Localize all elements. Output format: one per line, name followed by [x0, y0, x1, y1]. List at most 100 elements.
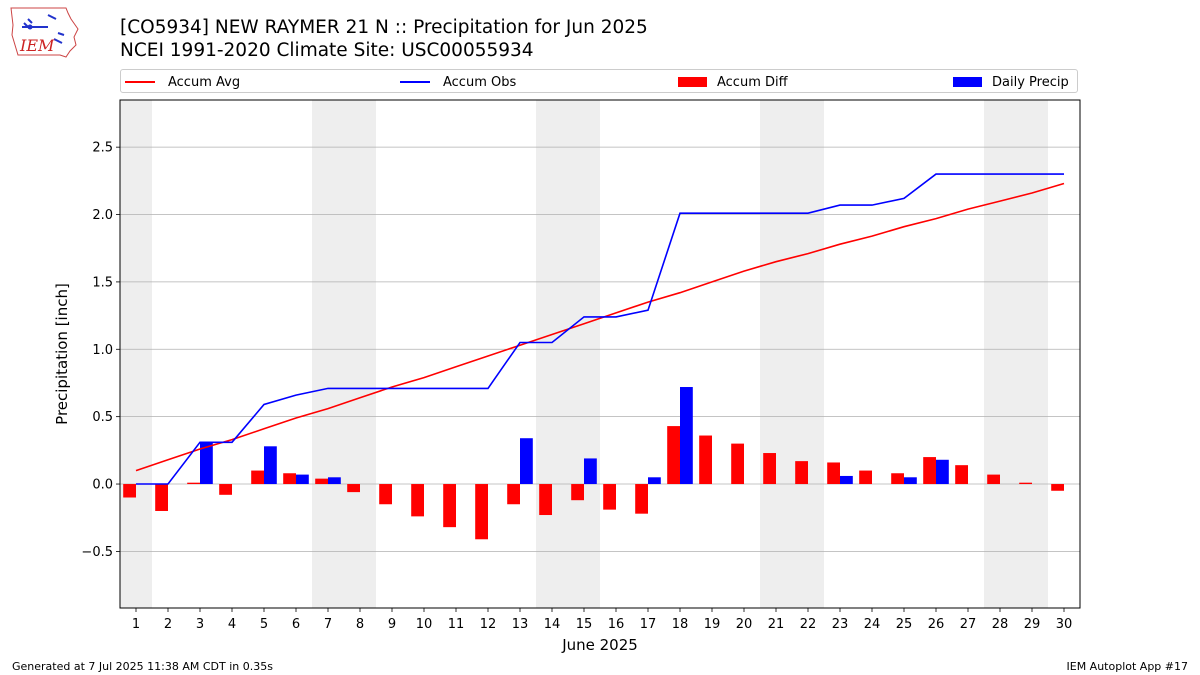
plot-frame	[119, 99, 1081, 609]
accum-diff-bar-day-7	[315, 478, 328, 485]
accum-diff-bar-day-27	[955, 465, 968, 485]
x-tick-label-day-6: 6	[292, 617, 300, 632]
y-tick-label: 2.0	[92, 208, 113, 223]
daily-precip-bar-day-23	[840, 475, 853, 485]
x-tick-label-day-12: 12	[480, 617, 497, 632]
x-tick-label-day-29: 29	[1024, 617, 1041, 632]
daily-precip-bar-day-15	[584, 458, 597, 485]
x-tick-label-day-15: 15	[576, 617, 593, 632]
weekend-shade-4	[984, 100, 1048, 608]
x-tick-label-day-4: 4	[228, 617, 236, 632]
x-tick-label-day-17: 17	[640, 617, 657, 632]
x-tick-label-day-14: 14	[544, 617, 561, 632]
accum-avg-line	[135, 182, 1065, 472]
accum-diff-bar-day-11	[443, 484, 456, 528]
x-tick-label-day-18: 18	[672, 617, 689, 632]
x-tick-label-day-22: 22	[800, 617, 817, 632]
x-tick-label-day-23: 23	[832, 617, 849, 632]
legend-swatch-accum-avg	[125, 81, 155, 83]
x-tick-label-day-25: 25	[896, 617, 913, 632]
daily-precip-bar-day-26	[936, 459, 949, 485]
accum-diff-bar-day-28	[987, 474, 1000, 485]
x-tick-label-day-1: 1	[132, 617, 140, 632]
app-credit: IEM Autoplot App #17	[1066, 660, 1189, 673]
weekend-shade-1	[312, 100, 376, 608]
accum-diff-bar-day-21	[763, 453, 776, 485]
logo-text: IEM	[19, 36, 55, 55]
accum-diff-bar-day-6	[283, 473, 296, 485]
legend-label-accum-obs: Accum Obs	[443, 74, 517, 90]
accum-diff-bar-day-30	[1051, 484, 1064, 491]
daily-precip-bar-day-13	[520, 438, 533, 485]
wind-vane-icon	[22, 14, 65, 44]
chart-title: [CO5934] NEW RAYMER 21 N :: Precipitatio…	[120, 17, 648, 38]
daily-precip-bar-day-6	[296, 474, 309, 485]
iowa-outline-shape	[10, 7, 79, 58]
accum-diff-bar-day-20	[731, 443, 744, 485]
x-tick-label-day-7: 7	[324, 617, 332, 632]
legend-label-accum-diff: Accum Diff	[717, 74, 788, 90]
accum-diff-bar-day-26	[923, 457, 936, 485]
daily-precip-bar-day-17	[648, 477, 661, 485]
daily-precip-bar-day-3	[200, 442, 213, 485]
chart-legend: Accum Avg Accum Obs Accum Diff Daily Pre…	[120, 69, 1078, 93]
bar-series	[123, 387, 1064, 540]
accum-diff-bar-day-9	[379, 484, 392, 505]
legend-swatch-daily-precip	[953, 77, 982, 87]
y-gridlines	[120, 146, 1080, 552]
y-tick-label: 0.0	[92, 478, 113, 493]
accum-diff-bar-day-2	[155, 484, 168, 511]
accum-obs-line	[136, 173, 1064, 485]
accum-diff-bar-day-15	[571, 484, 584, 501]
x-tick-label-day-21: 21	[768, 617, 785, 632]
accum-diff-bar-day-4	[219, 484, 232, 495]
accum-diff-bar-day-14	[539, 484, 552, 516]
y-tick-label: −0.5	[81, 545, 113, 560]
legend-item-accum-diff: Accum Diff	[678, 73, 788, 91]
accum-diff-bar-day-19	[699, 435, 712, 485]
x-tick-label-day-24: 24	[864, 617, 881, 632]
x-tick-label-day-13: 13	[512, 617, 529, 632]
vane-center-icon	[27, 24, 33, 30]
y-axis-label: Precipitation [inch]	[53, 283, 71, 425]
legend-item-accum-avg: Accum Avg	[125, 73, 240, 91]
legend-label-accum-avg: Accum Avg	[168, 74, 241, 90]
accum-diff-bar-day-16	[603, 484, 616, 510]
generated-timestamp: Generated at 7 Jul 2025 11:38 AM CDT in …	[12, 660, 273, 673]
chart-subtitle: NCEI 1991-2020 Climate Site: USC00055934	[120, 40, 534, 61]
accum-diff-bar-day-12	[475, 484, 488, 540]
x-tick-label-day-28: 28	[992, 617, 1009, 632]
accum-diff-bar-day-29	[1019, 482, 1032, 485]
accum-diff-bar-day-1	[123, 484, 136, 498]
accum-diff-bar-day-25	[891, 473, 904, 485]
weekend-shade-3	[760, 100, 824, 608]
daily-precip-bar-day-7	[328, 477, 341, 485]
accum-diff-bar-day-24	[859, 470, 872, 485]
x-tick-label-day-27: 27	[960, 617, 977, 632]
weekend-shade-0	[120, 100, 152, 608]
x-tick-label-day-16: 16	[608, 617, 625, 632]
accum-diff-bar-day-22	[795, 461, 808, 485]
weekend-shade-2	[536, 100, 600, 608]
legend-label-daily-precip: Daily Precip	[992, 74, 1069, 90]
x-tick-label-day-30: 30	[1056, 617, 1073, 632]
legend-item-accum-obs: Accum Obs	[400, 73, 516, 91]
weekend-shading	[120, 100, 1048, 608]
accum-diff-bar-day-3	[187, 482, 200, 485]
y-tick-label: 2.5	[92, 141, 113, 156]
x-tick-label-day-26: 26	[928, 617, 945, 632]
accum-diff-bar-day-13	[507, 484, 520, 505]
x-tick-label-day-3: 3	[196, 617, 204, 632]
x-tick-label-day-10: 10	[416, 617, 433, 632]
accum-diff-bar-day-18	[667, 426, 680, 485]
y-tick-label: 1.5	[92, 275, 113, 290]
daily-precip-bar-day-18	[680, 387, 693, 485]
x-axis-label: June 2025	[561, 636, 638, 654]
x-tick-label-day-8: 8	[356, 617, 364, 632]
accum-diff-bar-day-23	[827, 462, 840, 485]
x-tick-label-day-19: 19	[704, 617, 721, 632]
daily-precip-bar-day-25	[904, 477, 917, 485]
x-tick-label-day-2: 2	[164, 617, 172, 632]
daily-precip-bar-day-5	[264, 446, 277, 485]
x-tick-label-day-20: 20	[736, 617, 753, 632]
